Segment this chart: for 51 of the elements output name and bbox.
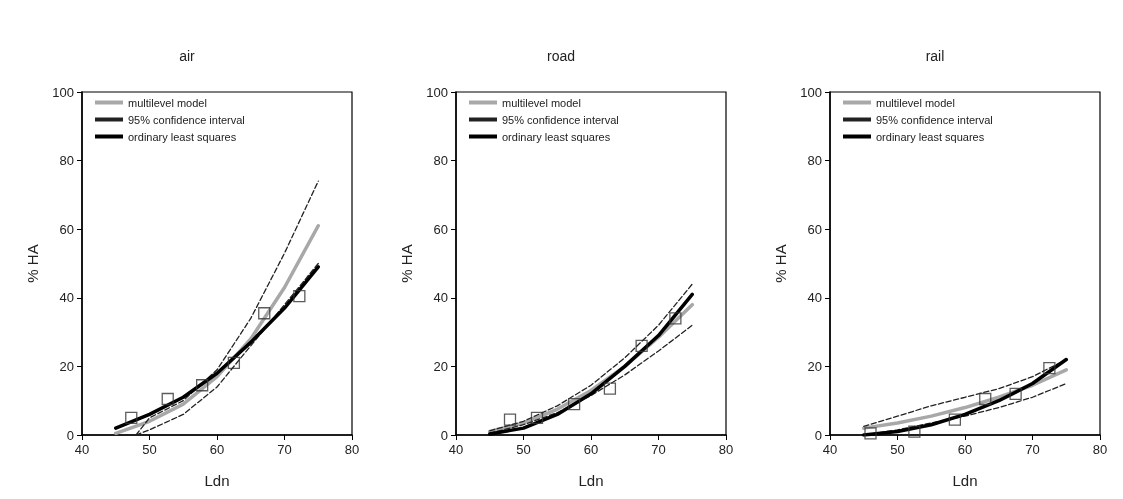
y-axis-title: % HA [772, 244, 789, 283]
chart-title: road [546, 48, 576, 64]
y-tick-label: 0 [814, 427, 822, 443]
y-axis-title: % HA [398, 244, 415, 283]
y-tick-label: 80 [807, 153, 822, 169]
y-tick-label: 20 [433, 358, 448, 374]
x-tick-label: 60 [957, 442, 973, 457]
chart-title: air [179, 48, 196, 64]
x-tick-label: 80 [718, 442, 734, 457]
x-tick-label: 40 [448, 442, 464, 457]
x-tick-label: 70 [651, 442, 666, 457]
x-axis-title: Ldn [204, 472, 230, 489]
legend-label: 95% confidence interval [502, 113, 619, 126]
legend-label: multilevel model [128, 96, 207, 109]
x-axis-title: Ldn [578, 472, 604, 489]
y-tick-label: 80 [433, 153, 448, 169]
x-tick-label: 60 [583, 442, 599, 457]
x-tick-label: 80 [344, 442, 360, 457]
y-tick-label: 40 [59, 290, 74, 306]
y-tick-label: 80 [59, 153, 74, 169]
legend-label: multilevel model [502, 96, 581, 109]
x-tick-label: 80 [1092, 442, 1108, 457]
y-tick-label: 0 [66, 427, 74, 443]
x-tick-label: 50 [142, 442, 157, 457]
x-tick-label: 50 [516, 442, 531, 457]
chart-title: rail [925, 48, 945, 64]
y-tick-label: 40 [433, 290, 448, 306]
y-tick-label: 20 [59, 358, 74, 374]
x-tick-label: 50 [890, 442, 905, 457]
y-axis-title: % HA [24, 244, 41, 283]
y-tick-label: 100 [426, 84, 448, 100]
y-tick-label: 60 [433, 221, 448, 237]
y-tick-label: 100 [800, 84, 822, 100]
y-tick-label: 100 [52, 84, 74, 100]
x-tick-label: 60 [209, 442, 225, 457]
legend-label: multilevel model [876, 96, 955, 109]
y-tick-label: 20 [807, 358, 822, 374]
legend-label: ordinary least squares [876, 130, 985, 143]
y-tick-label: 60 [807, 221, 822, 237]
y-tick-label: 60 [59, 221, 74, 237]
legend-label: 95% confidence interval [128, 113, 245, 126]
x-tick-label: 70 [277, 442, 292, 457]
x-tick-label: 70 [1025, 442, 1040, 457]
x-tick-label: 40 [822, 442, 838, 457]
y-tick-label: 40 [807, 290, 822, 306]
legend-label: 95% confidence interval [876, 113, 993, 126]
legend-label: ordinary least squares [128, 130, 237, 143]
x-tick-label: 40 [74, 442, 90, 457]
y-tick-label: 0 [440, 427, 448, 443]
legend-label: ordinary least squares [502, 130, 611, 143]
x-axis-title: Ldn [952, 472, 978, 489]
